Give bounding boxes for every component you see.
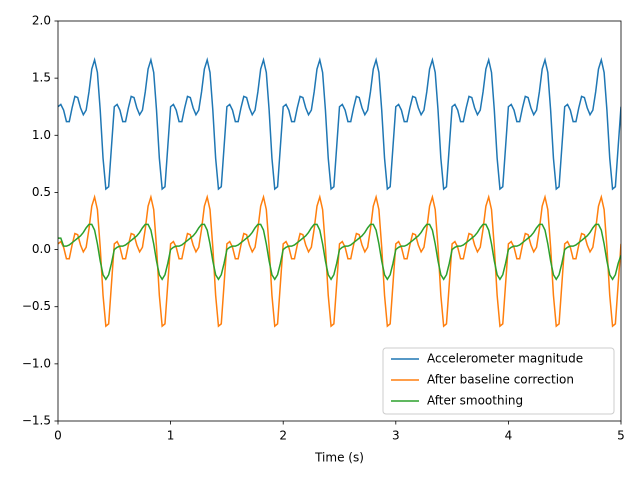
plot-frame bbox=[57, 20, 622, 422]
series-line bbox=[58, 223, 621, 281]
x-tick-label: 5 bbox=[617, 429, 625, 443]
y-tick-label: 0.5 bbox=[32, 185, 51, 199]
y-tick-label: −0.5 bbox=[22, 299, 51, 313]
x-tick-label: 0 bbox=[54, 429, 62, 443]
legend-label: After baseline correction bbox=[427, 373, 574, 387]
x-tick-label: 3 bbox=[392, 429, 400, 443]
y-tick-label: 2.0 bbox=[32, 14, 51, 28]
y-tick-label: 1.0 bbox=[32, 128, 51, 142]
y-tick-label: 1.5 bbox=[32, 71, 51, 85]
x-tick-label: 2 bbox=[279, 429, 287, 443]
y-tick-label: 0.0 bbox=[32, 242, 51, 256]
legend-label: After smoothing bbox=[427, 394, 523, 408]
legend-box bbox=[382, 347, 615, 415]
x-tick-label: 1 bbox=[167, 429, 175, 443]
series-line bbox=[58, 56, 621, 191]
series-line bbox=[58, 194, 621, 328]
x-tick-label: 4 bbox=[505, 429, 513, 443]
y-tick-label: −1.5 bbox=[22, 414, 51, 428]
legend-label: Accelerometer magnitude bbox=[427, 352, 583, 366]
y-tick-label: −1.0 bbox=[22, 356, 51, 370]
x-axis-label: Time (s) bbox=[314, 451, 364, 465]
